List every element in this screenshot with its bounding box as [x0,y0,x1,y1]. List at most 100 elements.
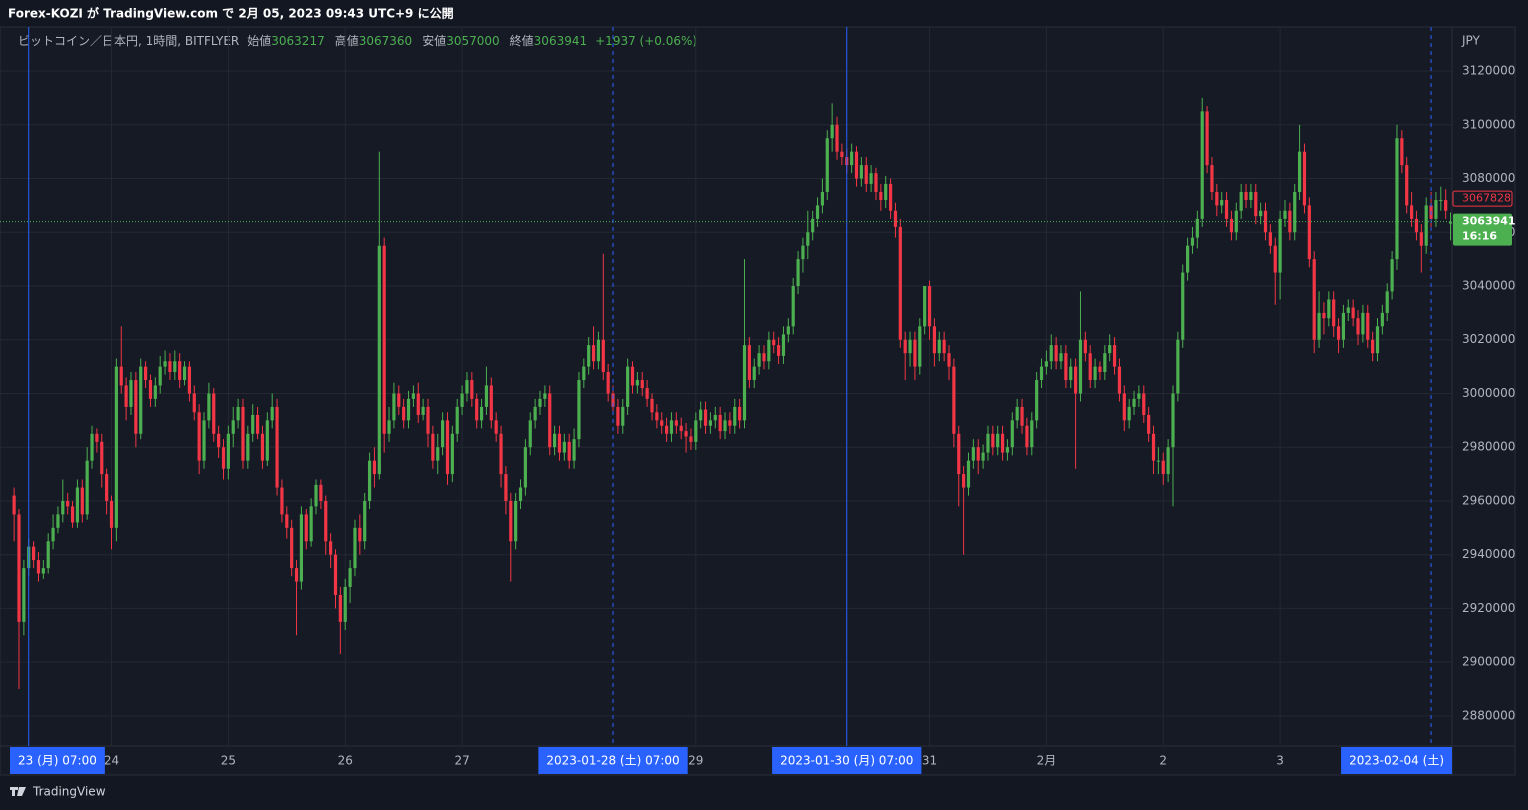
ohlc-value: 3063217 [271,34,324,48]
candle-body [718,414,722,432]
candle-body [801,245,805,260]
candle-body [119,366,123,386]
candle-body [509,500,513,542]
y-tick-label: 3080000 [1462,171,1515,185]
candle-body [90,433,94,461]
candle-body [1244,191,1248,201]
x-tick-label: 29 [688,754,703,768]
candle-body [1171,393,1175,448]
candle-body [1025,425,1029,448]
candle-body [518,487,523,501]
y-tick-label: 3040000 [1462,279,1515,293]
candle-body [426,406,430,434]
candle-body [1088,353,1092,381]
candle-body [523,447,527,488]
candle-body [1302,151,1307,206]
candle-body [981,452,985,461]
candle-body [1083,339,1087,354]
candle-body [1176,339,1180,394]
candle-body [353,527,357,569]
y-tick-label: 2960000 [1462,493,1515,507]
candle-body [538,398,542,407]
candle-body [377,245,381,475]
candle-body [962,474,966,488]
candle-body [630,366,635,386]
candle-body [387,420,391,434]
candle-body [1108,345,1112,354]
candle-body [255,414,260,434]
candle-body [192,393,196,413]
candle-body [12,495,16,515]
candle-body [947,353,951,367]
x-tick-label: 27 [454,754,469,768]
candle-body [1385,291,1389,313]
candle-body [762,353,766,362]
candle-body [343,586,347,622]
candle-body [582,366,586,381]
candle-body [202,420,206,461]
candle-body [572,439,576,461]
candle-body [1307,205,1311,260]
candle-body [548,393,552,448]
candle-body [699,409,703,421]
candle-body [660,420,664,426]
candle-body [299,514,304,582]
y-tick-label: 3000000 [1462,386,1515,400]
candle-body [489,385,493,421]
candle-body [1405,165,1409,206]
candle-body [1263,210,1268,233]
y-tick-label: 2880000 [1462,708,1515,722]
candle-body [1220,200,1224,206]
candle-body [1288,210,1292,233]
candle-body [1239,191,1243,211]
candle-body [153,385,157,399]
candle-body [275,406,279,488]
candle-body [1390,259,1394,292]
y-tick-label: 2920000 [1462,601,1515,615]
candle-body [163,361,167,367]
footer-brand: TradingView [32,785,106,799]
candle-body [645,388,649,399]
candle-body [367,460,372,501]
time-marker-box [10,747,105,774]
candle-body [757,353,761,367]
candle-body [1361,312,1365,335]
candle-body [1327,299,1331,319]
x-tick-label: 2月 [1037,754,1057,768]
candle-body [767,339,771,362]
candle-body [776,345,781,356]
candle-body [635,380,639,386]
candle-body [587,345,591,367]
candle-body [815,205,820,219]
candle-body [251,414,255,434]
candle-body [835,124,839,152]
footer-logo [10,787,26,796]
candle-body [854,151,859,179]
last-price-box [1453,213,1512,246]
candle-body [397,393,401,407]
candle-body [455,406,459,434]
candle-body [1210,165,1214,192]
candle-body [241,406,245,461]
legend: ビットコイン／日本円, 1時間, BITFLYER 始値3063217 高値3067… [18,33,697,48]
candle-body [406,398,411,421]
candle-body [859,165,863,179]
candle-body [382,245,386,434]
candle-body [1132,398,1136,407]
candle-body [124,385,128,407]
candle-body [1346,307,1350,313]
candle-body [187,366,192,394]
candle-body [207,393,211,421]
candle-body [178,361,182,381]
candle-body [1278,218,1282,273]
candle-body [1127,406,1131,421]
ohlc-label: 始値 [247,33,271,48]
candle-body [1142,393,1146,415]
candle-body [738,406,742,421]
candle-body [1351,307,1355,319]
time-marker-box [772,747,922,774]
candle-body [514,500,518,542]
y-tick-label: 3020000 [1462,332,1515,346]
